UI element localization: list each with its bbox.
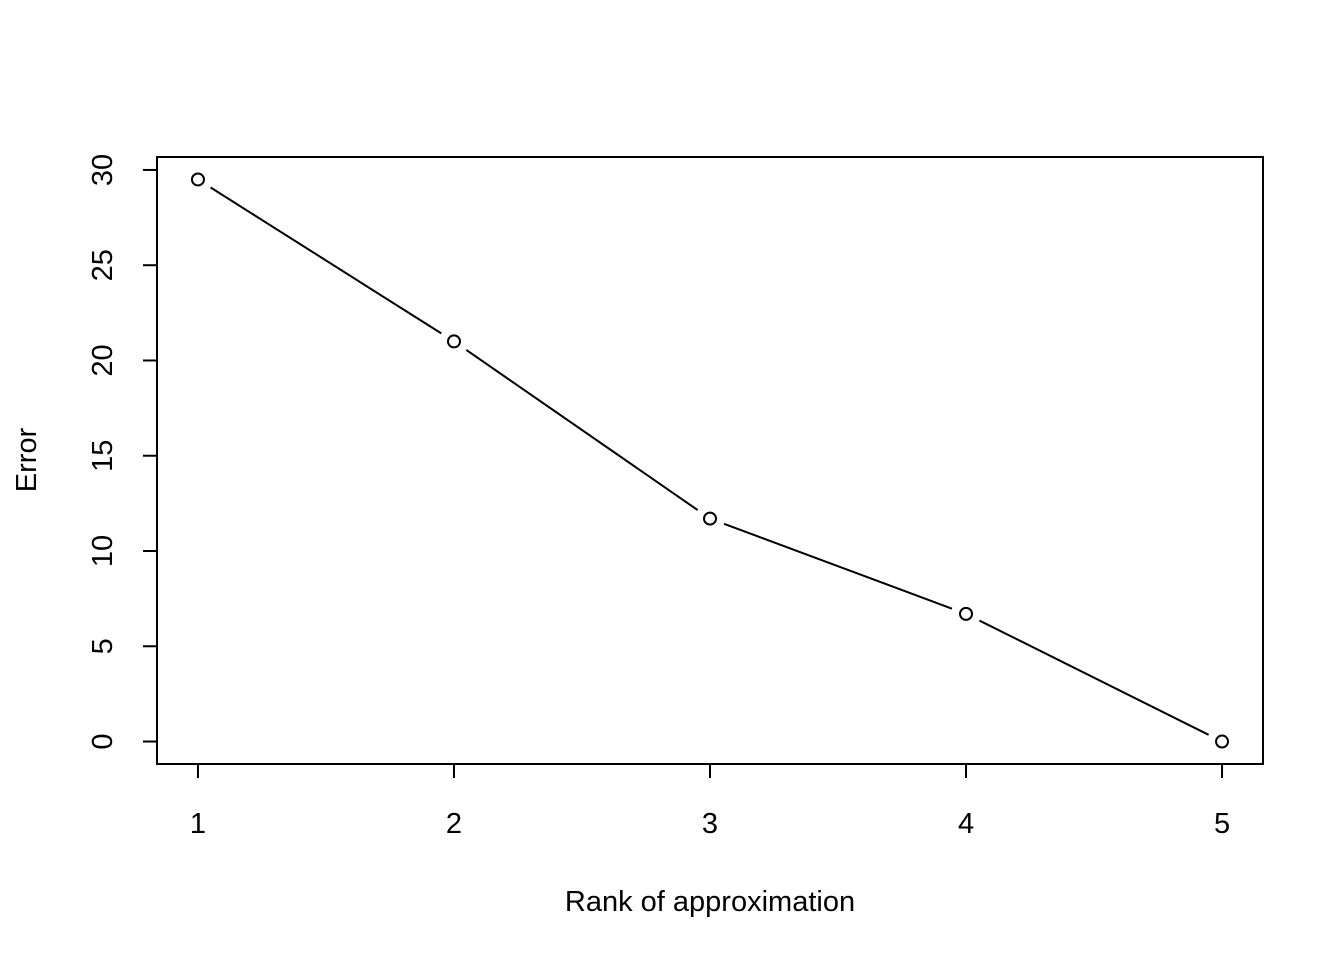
series-layer [190,172,1230,749]
series-segment-1 [210,186,442,335]
series-segment-4 [978,619,1210,736]
y-tick-label-30: 30 [87,154,119,186]
data-point-rank-5 [1215,734,1230,749]
y-tick-label-10: 10 [87,535,119,567]
y-tick-label-25: 25 [87,249,119,281]
series-segment-2 [465,349,699,511]
x-tick-label-5: 5 [1214,808,1230,840]
x-tick-label-2: 2 [446,808,462,840]
y-tick-label-0: 0 [87,733,119,749]
y-axis: 0 5 10 15 20 25 30 [87,154,158,750]
y-tick-label-20: 20 [87,344,119,376]
y-axis-label: Error [11,427,43,492]
data-point-rank-2 [446,334,461,349]
series-segment-3 [723,522,953,610]
x-tick-label-3: 3 [702,808,718,840]
x-axis: 1 2 3 4 5 [190,763,1230,840]
data-point-rank-4 [959,606,974,621]
y-tick-label-5: 5 [87,638,119,654]
data-point-rank-3 [703,511,717,526]
x-tick-label-1: 1 [190,808,206,840]
data-point-rank-1 [190,172,205,187]
x-tick-label-4: 4 [958,808,974,840]
x-axis-label: Rank of approximation [565,886,855,918]
y-tick-label-15: 15 [87,440,119,472]
